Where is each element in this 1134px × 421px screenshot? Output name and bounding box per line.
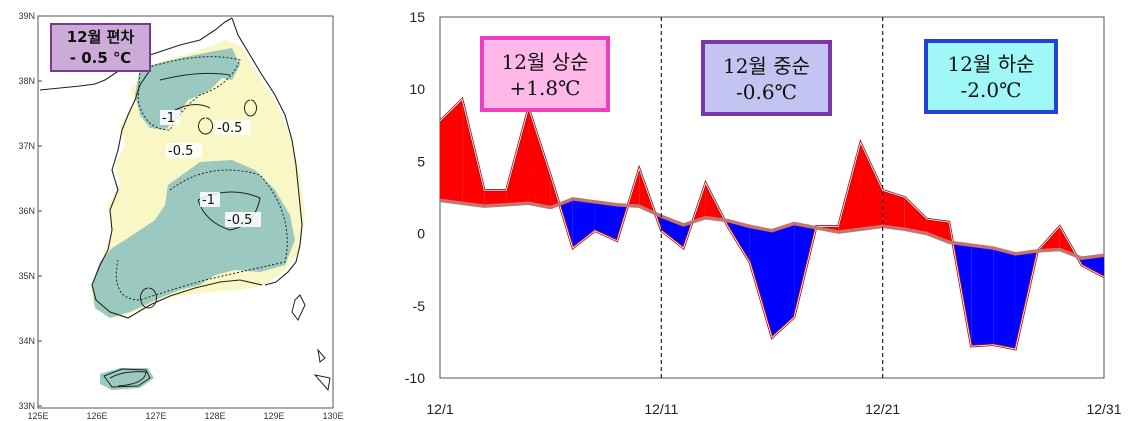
map-anomaly-title: 12월 편차: [66, 28, 135, 46]
x-tick-label: 12/1: [426, 401, 453, 417]
map-lon-label: 129E: [263, 411, 284, 421]
contour-label-bg: [166, 143, 202, 158]
below-normal-area: [594, 201, 618, 241]
above-normal-area: [484, 190, 507, 207]
cold-anomaly-area-north: [135, 48, 240, 130]
period-box-early-value: +1.8℃: [509, 76, 581, 100]
map-anomaly-value: - 0.5 ℃: [69, 49, 132, 67]
below-normal-area: [971, 245, 994, 347]
x-tick-label: 12/21: [865, 401, 900, 417]
y-tick-label: 10: [409, 81, 425, 97]
map-lon-label: 126E: [86, 411, 107, 421]
contour-label: -1: [162, 111, 175, 126]
map-lat-label: 36N: [18, 206, 35, 216]
map-lat-label: 37N: [18, 141, 35, 151]
period-box-late-value: -2.0℃: [960, 78, 1022, 102]
x-tick-label: 12/31: [1086, 401, 1121, 417]
above-normal-area: [440, 99, 463, 204]
contour-label: -0.5: [217, 121, 242, 136]
observed-series-highlight: [439, 98, 1105, 350]
period-box-mid-value: -0.6℃: [736, 80, 797, 104]
map-lat-label: 38N: [18, 76, 35, 86]
contour-label: -0.5: [168, 144, 193, 159]
map-anomaly-box: 12월 편차 - 0.5 ℃: [50, 23, 151, 72]
map-lat-label: 39N: [18, 11, 35, 21]
above-normal-area: [926, 219, 950, 243]
below-normal-area: [749, 226, 772, 338]
above-normal-area: [860, 142, 883, 230]
map-lat-label: 34N: [18, 336, 35, 346]
above-normal-area: [882, 190, 905, 230]
y-tick-label: -10: [405, 370, 425, 386]
y-tick-label: 5: [417, 153, 425, 169]
y-tick-label: 15: [409, 9, 425, 25]
map-lat-label: 35N: [18, 271, 35, 281]
above-normal-area: [528, 107, 551, 208]
normal-series-line: [439, 197, 1105, 260]
x-tick-label: 12/11: [644, 401, 678, 417]
below-normal-area: [1081, 255, 1104, 277]
contour-lines: [115, 56, 288, 301]
contour-label-bg: [215, 120, 251, 135]
contour-label: -1: [202, 193, 215, 208]
map-lat-label: 33N: [18, 401, 35, 411]
cold-anomaly-area-central: [92, 160, 295, 318]
map-lon-label: 128E: [204, 411, 225, 421]
y-tick-label: -5: [413, 298, 426, 314]
map-lon-label: 127E: [145, 411, 166, 421]
map-lon-label: 125E: [27, 411, 48, 421]
period-box-late-title: 12월 하순: [947, 52, 1035, 76]
period-box-late: 12월 하순 -2.0℃: [924, 39, 1058, 114]
above-normal-area: [904, 197, 927, 234]
period-box-early: 12월 상순 +1.8℃: [480, 36, 610, 112]
map-lon-label: 130E: [322, 411, 343, 421]
below-normal-area: [993, 248, 1016, 350]
contour-label-bg: [200, 192, 220, 207]
coastline-jeju: [103, 368, 151, 388]
contour-label-bg: [160, 110, 180, 125]
period-box-mid-title: 12월 중순: [722, 54, 810, 78]
y-tick-label: 0: [417, 226, 425, 242]
contour-label-bg: [225, 212, 261, 227]
period-box-early-title: 12월 상순: [501, 50, 589, 74]
map-lat-labels: 39N 38N 37N 36N 35N 34N 33N: [18, 11, 42, 411]
period-box-mid: 12월 중순 -0.6℃: [701, 40, 832, 116]
below-normal-area: [572, 198, 595, 249]
coastline-islands: [291, 294, 331, 392]
contour-label: -0.5: [227, 213, 252, 228]
below-normal-area: [772, 223, 795, 338]
map-lon-labels: 125E 126E 127E 128E 129E 130E: [27, 411, 343, 421]
